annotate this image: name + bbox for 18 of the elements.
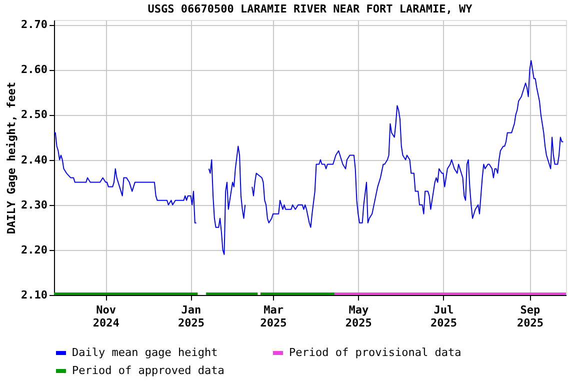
legend-label: Period of approved data bbox=[72, 364, 224, 377]
y-tick-label: 2.50 bbox=[21, 108, 48, 122]
x-tick-label: Sep 2025 bbox=[516, 304, 544, 330]
x-tick-label: Nov 2024 bbox=[92, 304, 120, 330]
y-tick-label: 2.60 bbox=[21, 63, 48, 76]
legend-label: Period of provisional data bbox=[289, 346, 462, 359]
x-tick-label: May 2025 bbox=[345, 304, 372, 330]
y-tick-label: 2.70 bbox=[21, 18, 48, 32]
x-tick-label: Jul 2025 bbox=[430, 304, 457, 330]
y-tick-label: 2.20 bbox=[21, 243, 48, 256]
y-tick-label: 2.30 bbox=[21, 198, 48, 212]
chart-title: USGS 06670500 LARAMIE RIVER NEAR FORT LARAMIE, WY bbox=[148, 2, 473, 16]
x-tick-label: Mar 2025 bbox=[260, 304, 287, 330]
y-tick-label: 2.40 bbox=[21, 153, 48, 166]
x-tick-label: Jan 2025 bbox=[178, 304, 204, 330]
y-axis-title: DAILY Gage height, feet bbox=[5, 82, 18, 234]
legend-label: Daily mean gage height bbox=[72, 346, 218, 359]
y-tick-label: 2.10 bbox=[21, 288, 48, 302]
